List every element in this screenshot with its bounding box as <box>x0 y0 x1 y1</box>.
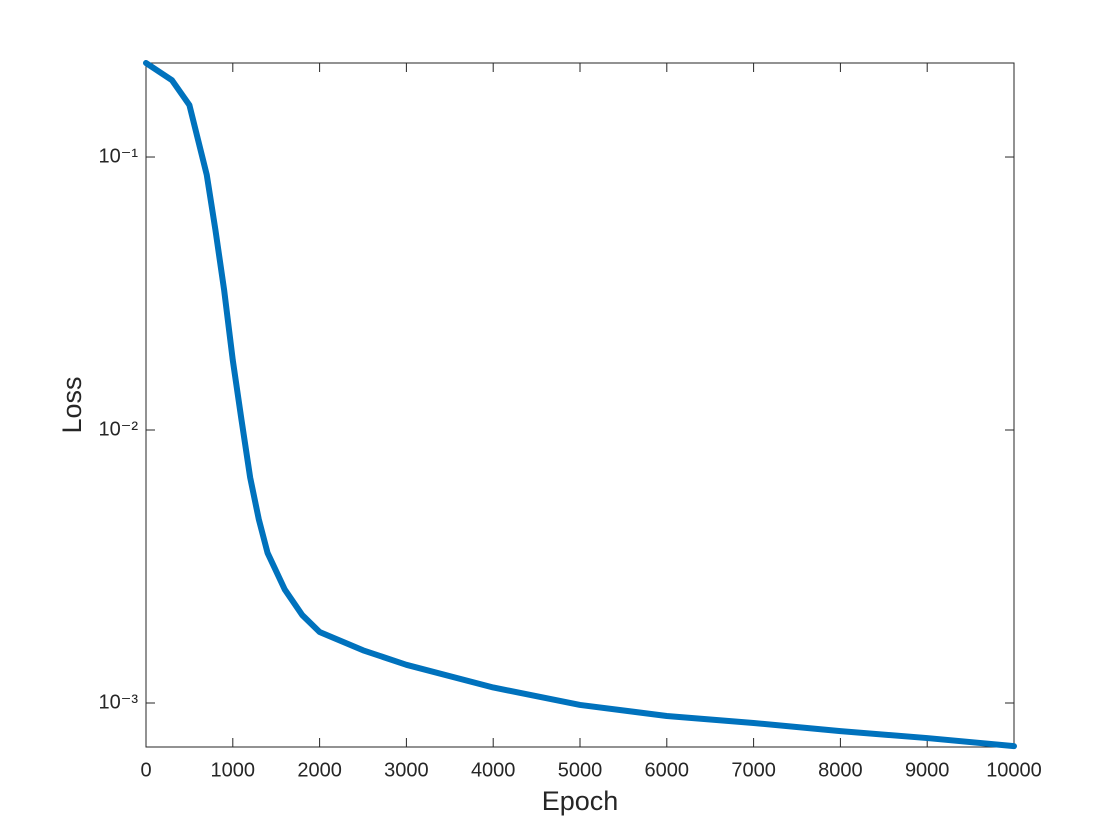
x-tick-label: 3000 <box>384 759 429 781</box>
x-tick-label: 6000 <box>645 759 690 781</box>
plot-frame <box>145 62 1015 748</box>
x-tick-label: 0 <box>140 759 151 781</box>
y-tick-label: 10⁻³ <box>99 691 139 713</box>
x-tick-label: 1000 <box>211 759 256 781</box>
x-tick-label: 7000 <box>731 759 776 781</box>
y-tick-label: 10⁻² <box>99 418 139 440</box>
y-tick-label: 10⁻¹ <box>99 145 139 167</box>
x-tick-label: 8000 <box>818 759 863 781</box>
x-tick-label: 5000 <box>558 759 603 781</box>
y-axis-title: Loss <box>57 376 87 433</box>
x-tick-label: 9000 <box>905 759 950 781</box>
x-tick-label: 4000 <box>471 759 516 781</box>
loss-line <box>143 60 1017 750</box>
x-axis-title: Epoch <box>542 786 619 816</box>
x-tick-label: 2000 <box>297 759 342 781</box>
x-tick-label: 10000 <box>986 759 1042 781</box>
